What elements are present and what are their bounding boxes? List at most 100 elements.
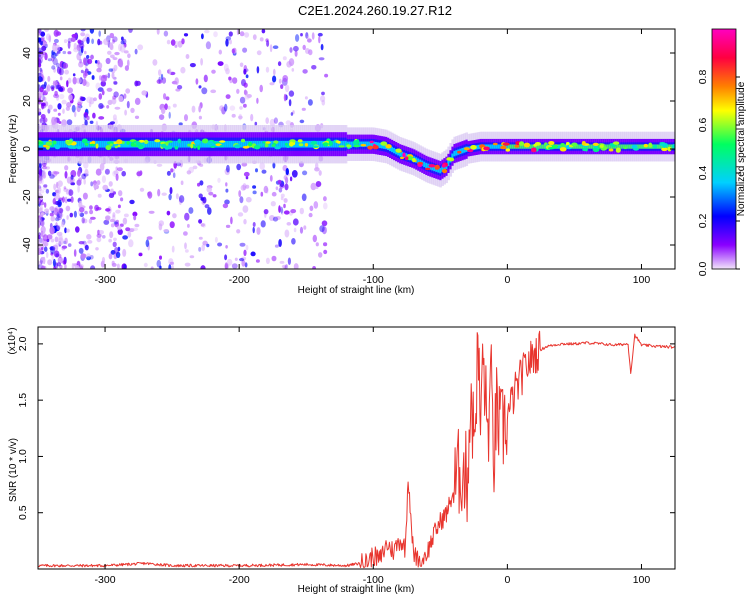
noise-blob xyxy=(168,193,172,201)
ridge-core xyxy=(205,140,209,148)
noise-blob xyxy=(62,260,67,265)
snr-x-tick-label: -100 xyxy=(363,574,384,586)
ridge-hotspot xyxy=(560,143,565,146)
noise-blob xyxy=(114,106,121,110)
noise-blob xyxy=(280,196,284,201)
noise-blob xyxy=(293,227,297,233)
noise-blob xyxy=(184,212,190,221)
noise-blob xyxy=(38,76,43,83)
noise-blob xyxy=(245,196,252,203)
noise-blob xyxy=(39,117,46,124)
noise-blob xyxy=(53,171,60,175)
noise-blob xyxy=(185,249,189,253)
noise-blob xyxy=(229,77,233,84)
noise-blob xyxy=(84,210,88,215)
ridge-hotspot xyxy=(202,138,209,144)
noise-blob xyxy=(109,32,115,39)
noise-blob xyxy=(52,192,57,197)
noise-blob xyxy=(42,174,46,179)
noise-blob xyxy=(152,59,158,66)
ridge-core xyxy=(531,144,535,149)
noise-blob xyxy=(77,169,81,177)
noise-blob xyxy=(81,217,85,224)
noise-blob xyxy=(183,231,188,236)
noise-blob xyxy=(159,265,162,269)
noise-blob xyxy=(283,210,290,215)
noise-blob xyxy=(110,223,115,228)
noise-blob xyxy=(291,68,295,72)
noise-blob xyxy=(224,262,228,269)
noise-blob xyxy=(177,85,183,90)
ridge-hotspot xyxy=(271,144,276,147)
noise-blob xyxy=(163,30,169,37)
noise-blob xyxy=(105,215,111,221)
ridge-core xyxy=(505,144,509,149)
noise-blob xyxy=(63,188,68,192)
noise-blob xyxy=(305,32,309,39)
noise-blob xyxy=(114,51,120,56)
noise-blob xyxy=(323,249,328,255)
colorbar-tick-label: 0.4 xyxy=(697,166,709,181)
noise-blob xyxy=(321,99,326,106)
ridge-core xyxy=(642,144,646,149)
ridge-core xyxy=(232,140,235,148)
noise-blob xyxy=(189,255,195,259)
ridge-core xyxy=(197,140,201,148)
noise-blob xyxy=(187,223,190,228)
noise-blob xyxy=(98,30,101,37)
noise-blob xyxy=(122,235,128,240)
ridge-core xyxy=(183,140,187,148)
noise-blob xyxy=(302,170,308,176)
noise-blob xyxy=(243,68,247,75)
ridge-core xyxy=(121,140,125,148)
noise-blob xyxy=(126,100,130,109)
noise-blob xyxy=(256,66,260,74)
noise-blob xyxy=(254,121,258,126)
noise-blob xyxy=(256,227,261,235)
noise-blob xyxy=(43,184,48,188)
ridge-core xyxy=(656,144,660,149)
noise-blob xyxy=(84,244,89,251)
noise-blob xyxy=(123,93,127,99)
noise-blob xyxy=(59,76,63,81)
noise-blob xyxy=(183,33,189,37)
noise-blob xyxy=(38,37,42,43)
noise-blob xyxy=(56,62,60,68)
ridge-core xyxy=(280,140,284,148)
noise-blob xyxy=(40,212,45,216)
ridge-core xyxy=(374,141,378,148)
ridge-core xyxy=(155,140,159,148)
noise-blob xyxy=(38,183,41,189)
noise-blob xyxy=(309,205,314,212)
noise-blob xyxy=(255,168,258,173)
noise-blob xyxy=(280,206,284,214)
ridge-core xyxy=(318,140,322,148)
noise-blob xyxy=(82,192,88,200)
noise-blob xyxy=(128,29,133,33)
ridge-core xyxy=(157,140,161,148)
noise-blob xyxy=(127,53,131,59)
noise-blob xyxy=(99,163,105,171)
ridge-core xyxy=(378,142,382,149)
ridge-hotspot xyxy=(174,146,179,150)
noise-blob xyxy=(121,170,126,177)
noise-blob xyxy=(134,48,138,55)
noise-blob xyxy=(67,87,73,94)
ridge-core xyxy=(616,144,619,149)
noise-blob xyxy=(259,162,266,170)
ridge-core xyxy=(282,140,286,148)
noise-blob xyxy=(116,263,120,269)
noise-blob xyxy=(256,97,259,104)
noise-blob xyxy=(301,193,307,202)
noise-blob xyxy=(288,99,292,107)
noise-blob xyxy=(263,185,269,194)
ridge-core xyxy=(43,140,46,148)
noise-blob xyxy=(236,229,241,234)
noise-blob xyxy=(242,205,249,213)
noise-blob xyxy=(175,88,181,92)
ridge-core xyxy=(55,140,58,148)
noise-blob xyxy=(38,57,43,64)
noise-blob xyxy=(133,215,137,221)
noise-blob xyxy=(57,103,62,110)
ridge-core xyxy=(167,140,171,148)
